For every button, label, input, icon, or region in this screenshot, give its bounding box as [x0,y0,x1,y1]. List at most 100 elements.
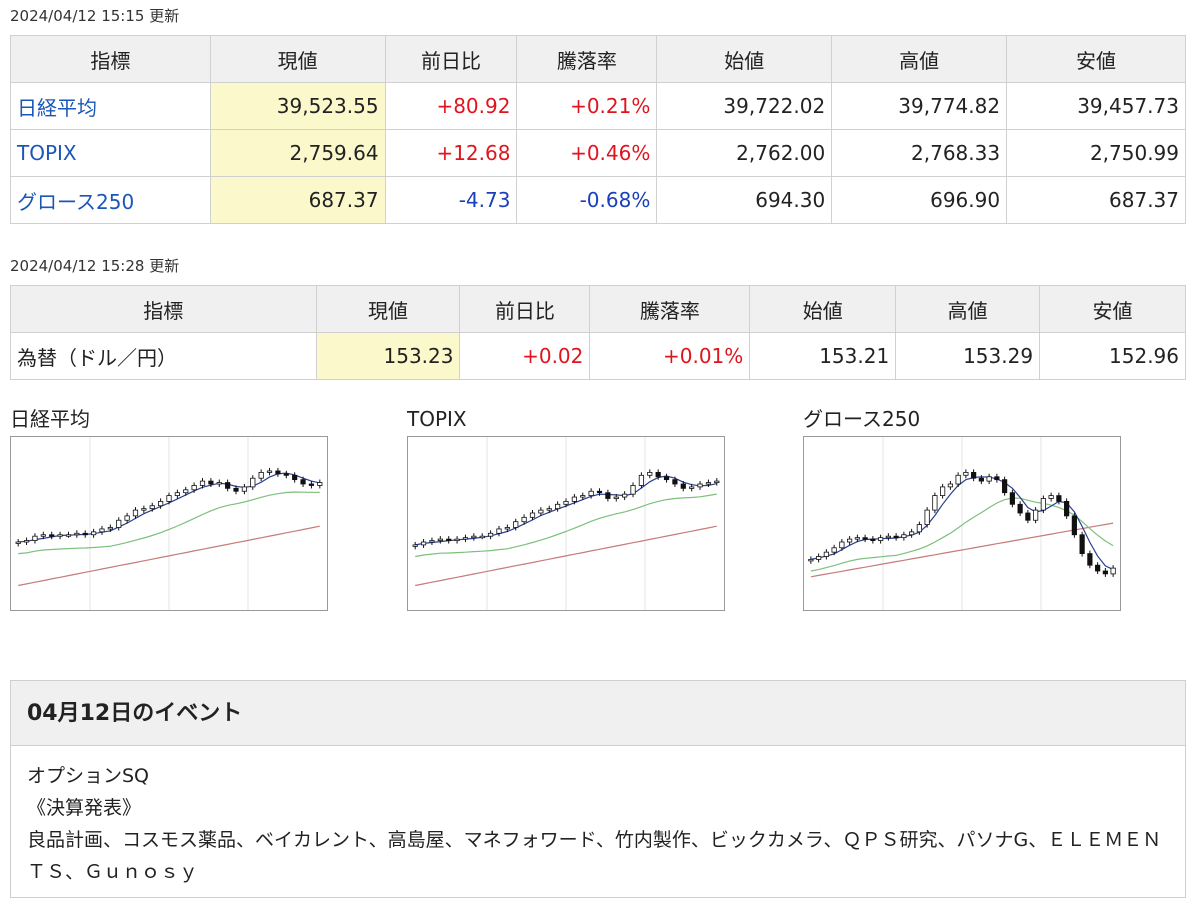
nikkei-link[interactable]: 日経平均 [17,95,97,120]
candle-body [986,476,992,482]
topix-high: 2,768.33 [831,129,1008,177]
fx-col-header-change: 前日比 [459,285,591,333]
topix-change: +12.68 [384,129,518,177]
event-line-earnings-companies: 良品計画、コスモス薬品、ベイカレント、高島屋、マネフォワード、竹内製作、ビックカ… [27,829,1162,883]
chart-frame-nikkei[interactable] [10,436,328,611]
candle-body [1017,503,1023,514]
candle-body [275,470,281,475]
moving-average-long [415,525,717,587]
candle-body [963,472,969,476]
candle-body [1048,495,1054,499]
chart-nikkei[interactable]: 日経平均 [10,406,328,611]
fx-col-header-open: 始値 [749,285,897,333]
candle-body [816,556,822,560]
candle-body [622,493,628,498]
candle-body [412,544,418,547]
candle-body [266,470,273,473]
candle-body [32,535,38,541]
col-header-change: 前日比 [384,35,518,83]
growth250-link[interactable]: グロース250 [17,189,135,214]
candle-body [916,524,922,533]
candle-body [158,501,164,507]
moving-average-mid [18,491,320,555]
growth250-change: -4.73 [384,176,518,224]
candle-body [847,538,853,543]
candle-body [513,521,519,528]
candle-body [1033,509,1039,521]
col-header-indicator: 指標 [10,35,211,83]
candle-body [74,532,80,536]
candle-body [978,477,984,482]
candle-body [932,495,938,511]
table-row-growth250: グロース250 687.37 -4.73 -0.68% 694.30 696.9… [10,176,1186,224]
candle-body [496,528,502,534]
nikkei-low: 39,457.73 [1006,82,1186,130]
candle-body [308,483,315,486]
topix-low: 2,750.99 [1006,129,1186,177]
table-row-topix: TOPIX 2,759.64 +12.68 +0.46% 2,762.00 2,… [10,129,1186,177]
candle-body [283,473,289,476]
col-header-high: 高値 [831,35,1008,83]
candle-body [1110,567,1116,575]
candle-body [40,534,46,537]
chart-frame-growth250[interactable] [803,436,1121,611]
candle-body [258,472,264,479]
chart-growth250[interactable]: グロース250 [803,406,1121,611]
growth250-rate: -0.68% [516,176,658,224]
candle-body [947,483,953,488]
candle-body [862,537,868,540]
col-header-open: 始値 [656,35,833,83]
candle-body [208,480,214,485]
topix-link[interactable]: TOPIX [17,141,77,165]
candle-body [183,489,189,494]
table-row-usdjpy: 為替（ドル／円） 153.23 +0.02 +0.01% 153.21 153.… [10,332,1186,380]
candle-body [893,535,899,539]
candle-body [940,486,946,497]
candle-body [994,476,1000,481]
candle-body [124,515,130,521]
fx-updated-time: 2024/04/12 15:28 更新 [10,257,180,275]
candle-body [166,495,172,502]
usdjpy-name: 為替（ドル／円） [10,332,317,380]
candle-body [705,482,712,485]
candle-body [901,534,907,539]
nikkei-change: +80.92 [384,82,518,130]
candle-body [1071,515,1077,536]
candle-body [82,532,88,536]
candle-body [1056,495,1062,502]
event-line-earnings-heading: 《決算発表》 [27,797,142,819]
chart-frame-topix[interactable] [407,436,725,611]
candle-body [225,482,231,489]
chart-topix[interactable]: TOPIX [407,406,725,611]
candle-body [23,540,30,543]
candle-body [1079,534,1085,555]
candle-body [596,490,603,494]
fx-col-header-indicator: 指標 [10,285,317,333]
candle-body [672,479,678,485]
indices-table: 指標 現値 前日比 騰落率 始値 高値 安値 日経平均 39,523.55 +8… [10,35,1186,224]
candle-body [49,534,55,537]
candle-body [555,503,561,510]
candle-body [1102,570,1108,575]
candle-body [317,482,323,486]
moving-average-long [810,522,1114,578]
candle-body [233,487,239,492]
candle-body [680,483,686,489]
candle-body [116,519,122,528]
candle-body [1040,498,1046,511]
candle-body [437,538,443,541]
candle-body [808,559,814,562]
candle-body [613,496,619,499]
nikkei-current: 39,523.55 [209,82,386,130]
candle-body [487,532,494,537]
candle-body [521,516,527,523]
candle-body [663,476,670,481]
moving-average-long [18,525,320,587]
chart-title-topix: TOPIX [407,407,467,431]
candle-body [429,540,435,543]
candle-body [655,472,661,478]
candle-body [854,537,860,540]
candle-body [471,535,477,539]
topix-current: 2,759.64 [209,129,386,177]
nikkei-high: 39,774.82 [831,82,1008,130]
